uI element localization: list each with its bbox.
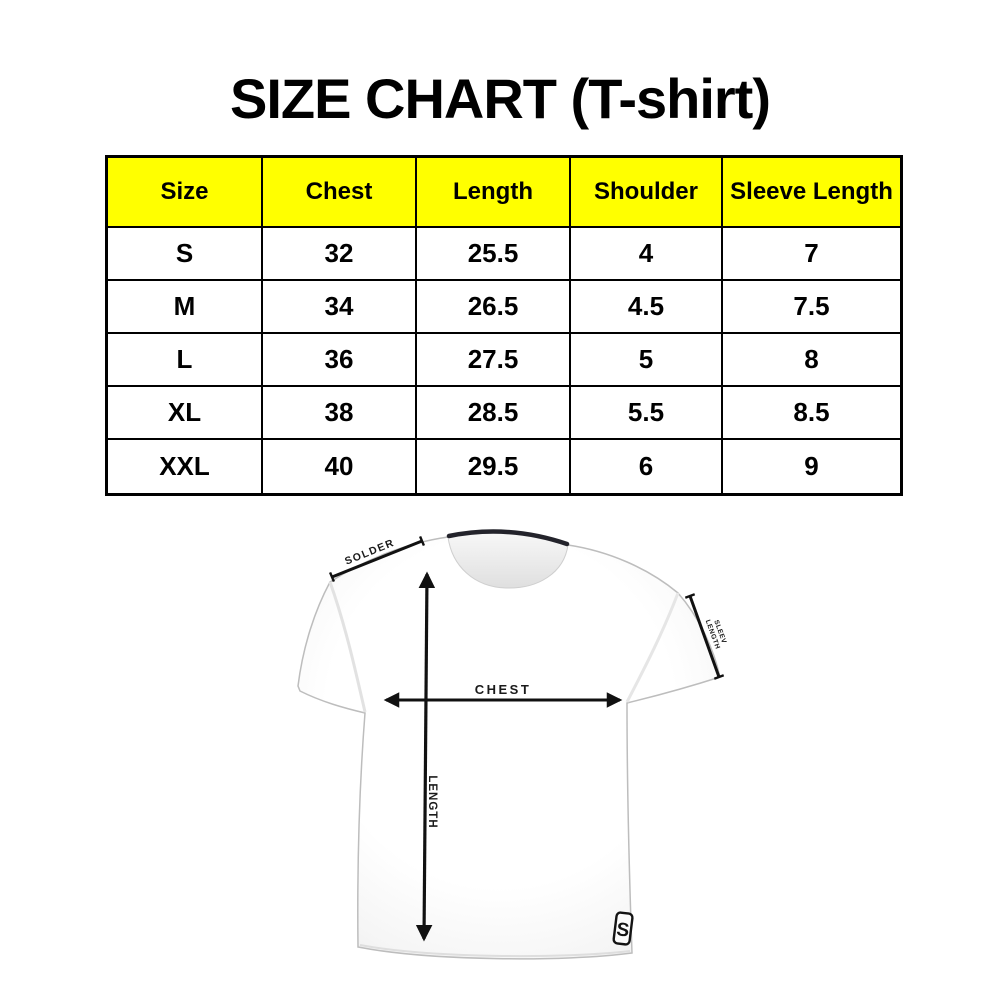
shoulder-measure <box>328 535 426 583</box>
sleeve-length-cell: 7.5 <box>723 281 900 334</box>
tshirt-collar-band <box>446 529 570 547</box>
sleeve-length-cell: 8.5 <box>723 387 900 440</box>
sleeve-length-cell: 8 <box>723 334 900 387</box>
size-cell: XL <box>108 387 263 440</box>
tshirt-body <box>297 532 721 960</box>
tshirt-graphic <box>297 529 721 960</box>
length-cell: 29.5 <box>417 440 571 493</box>
length-cell: 27.5 <box>417 334 571 387</box>
chest-label: CHEST <box>475 682 532 697</box>
shoulder-cell: 5 <box>571 334 723 387</box>
chest-cell: 40 <box>263 440 417 493</box>
size-cell: XXL <box>108 440 263 493</box>
length-measure-line <box>415 571 436 942</box>
chest-cell: 32 <box>263 228 417 281</box>
length-cell: 28.5 <box>417 387 571 440</box>
length-cell: 25.5 <box>417 228 571 281</box>
brand-logo-letter: S <box>615 919 630 941</box>
shoulder-cell: 4.5 <box>571 281 723 334</box>
brand-logo: S <box>612 911 634 946</box>
page-title: SIZE CHART (T-shirt) <box>230 67 771 130</box>
length-cell: 26.5 <box>417 281 571 334</box>
length-label: LENGTH <box>426 775 438 828</box>
sleeve-measure <box>684 593 725 680</box>
column-header-chest: Chest <box>263 158 417 228</box>
size-cell: L <box>108 334 263 387</box>
shoulder-measure-line <box>331 539 423 579</box>
column-header-length: Length <box>417 158 571 228</box>
size-cell: M <box>108 281 263 334</box>
shoulder-cell: 5.5 <box>571 387 723 440</box>
column-header-shoulder: Shoulder <box>571 158 723 228</box>
tshirt-diagram-svg: SOLDER SLEEV LENGTH CHEST LENGTH <box>297 529 727 960</box>
sleeve-measure-line <box>688 595 721 678</box>
sleeve-length-cell: 7 <box>723 228 900 281</box>
chest-cell: 38 <box>263 387 417 440</box>
chest-cell: 34 <box>263 281 417 334</box>
length-label-group: LENGTH <box>426 775 438 828</box>
shoulder-cell: 4 <box>571 228 723 281</box>
size-table: Size Chest Length Shoulder Sleeve Length… <box>105 155 903 496</box>
size-cell: S <box>108 228 263 281</box>
chest-cell: 36 <box>263 334 417 387</box>
tshirt-measurement-diagram: SOLDER SLEEV LENGTH CHEST LENGTH <box>270 505 770 983</box>
column-header-size: Size <box>108 158 263 228</box>
sleeve-length-cell: 9 <box>723 440 900 493</box>
shoulder-cell: 6 <box>571 440 723 493</box>
column-header-sleeve-length: Sleeve Length <box>723 158 900 228</box>
